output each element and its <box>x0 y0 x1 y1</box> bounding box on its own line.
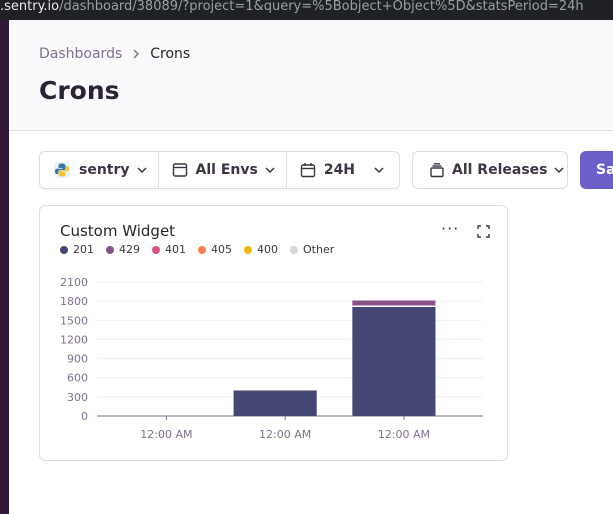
stack-icon <box>429 162 445 178</box>
y-tick-label: 300 <box>67 391 88 404</box>
releases-selector[interactable]: All Releases <box>412 151 568 189</box>
chevron-right-icon <box>131 49 141 59</box>
y-tick-label: 900 <box>67 353 88 366</box>
chevron-down-icon <box>136 164 148 176</box>
ellipsis-menu-icon[interactable]: ··· <box>441 219 460 238</box>
python-project-icon <box>53 161 71 179</box>
legend-item[interactable]: 401 <box>152 243 186 256</box>
y-tick-label: 600 <box>67 372 88 385</box>
y-tick-label: 2100 <box>60 276 88 289</box>
legend-item[interactable]: 405 <box>198 243 232 256</box>
y-tick-label: 1800 <box>60 295 88 308</box>
environment-selector[interactable]: All Envs <box>157 152 286 188</box>
save-filters-button[interactable]: Sa <box>580 151 613 189</box>
bar-segment <box>352 306 436 416</box>
legend-item[interactable]: 400 <box>244 243 278 256</box>
widget-title: Custom Widget <box>60 222 176 240</box>
legend-item[interactable]: 429 <box>106 243 140 256</box>
breadcrumb: Dashboards Crons <box>39 46 190 62</box>
legend-swatch <box>106 245 114 254</box>
legend-swatch <box>60 245 68 254</box>
legend-label: 201 <box>73 243 94 256</box>
breadcrumb-dashboards-link[interactable]: Dashboards <box>39 46 123 62</box>
y-tick-label: 0 <box>81 410 88 423</box>
bar-segment <box>233 390 317 416</box>
chevron-down-icon <box>553 164 565 176</box>
url-host: .sentry.io <box>0 0 60 14</box>
bar-segment <box>352 300 436 307</box>
legend-label: 405 <box>211 243 232 256</box>
legend-item[interactable]: Other <box>290 243 334 256</box>
chart-legend: 201 429 401 405 400 Other <box>60 243 346 256</box>
legend-swatch <box>198 245 206 254</box>
project-label: sentry <box>79 162 130 178</box>
bar-chart: 0 300 600 900 1200 1500 1800 2100 12:00 AM 12:00 … <box>60 276 483 441</box>
chevron-down-icon <box>373 164 385 176</box>
legend-label: Other <box>303 243 335 256</box>
browser-url-bar[interactable]: .sentry.io/dashboard/38089/?project=1&qu… <box>0 0 613 20</box>
legend-swatch <box>152 245 160 254</box>
legend-swatch <box>290 245 298 254</box>
legend-label: 429 <box>119 243 140 256</box>
project-selector[interactable]: sentry <box>40 152 158 188</box>
legend-swatch <box>244 245 252 254</box>
environment-label: All Envs <box>195 162 258 178</box>
legend-label: 401 <box>165 243 186 256</box>
custom-widget: Custom Widget ··· 201 429 401 405 400 Other 0… <box>39 205 508 461</box>
legend-item[interactable]: 201 <box>60 243 94 256</box>
sidebar-strip <box>0 20 9 514</box>
url-path: /dashboard/38089/?project=1&query=%5Bobj… <box>59 0 584 14</box>
y-tick-label: 1200 <box>60 333 88 346</box>
x-tick-label: 12:00 AM <box>259 428 311 441</box>
chevron-down-icon <box>264 164 276 176</box>
x-tick-label: 12:00 AM <box>140 428 192 441</box>
breadcrumb-current: Crons <box>150 46 191 62</box>
legend-label: 400 <box>257 243 278 256</box>
calendar-icon <box>300 162 316 178</box>
page-filter-bar: sentry All Envs 24H <box>39 151 400 189</box>
expand-icon[interactable] <box>477 225 490 238</box>
x-tick-label: 12:00 AM <box>378 428 430 441</box>
date-range-selector[interactable]: 24H <box>285 152 395 188</box>
y-tick-label: 1500 <box>60 314 88 327</box>
page-header: Dashboards Crons Crons <box>9 20 613 131</box>
releases-label: All Releases <box>452 162 548 178</box>
date-range-label: 24H <box>323 162 356 178</box>
page-title: Crons <box>39 76 120 105</box>
window-icon <box>172 162 188 178</box>
